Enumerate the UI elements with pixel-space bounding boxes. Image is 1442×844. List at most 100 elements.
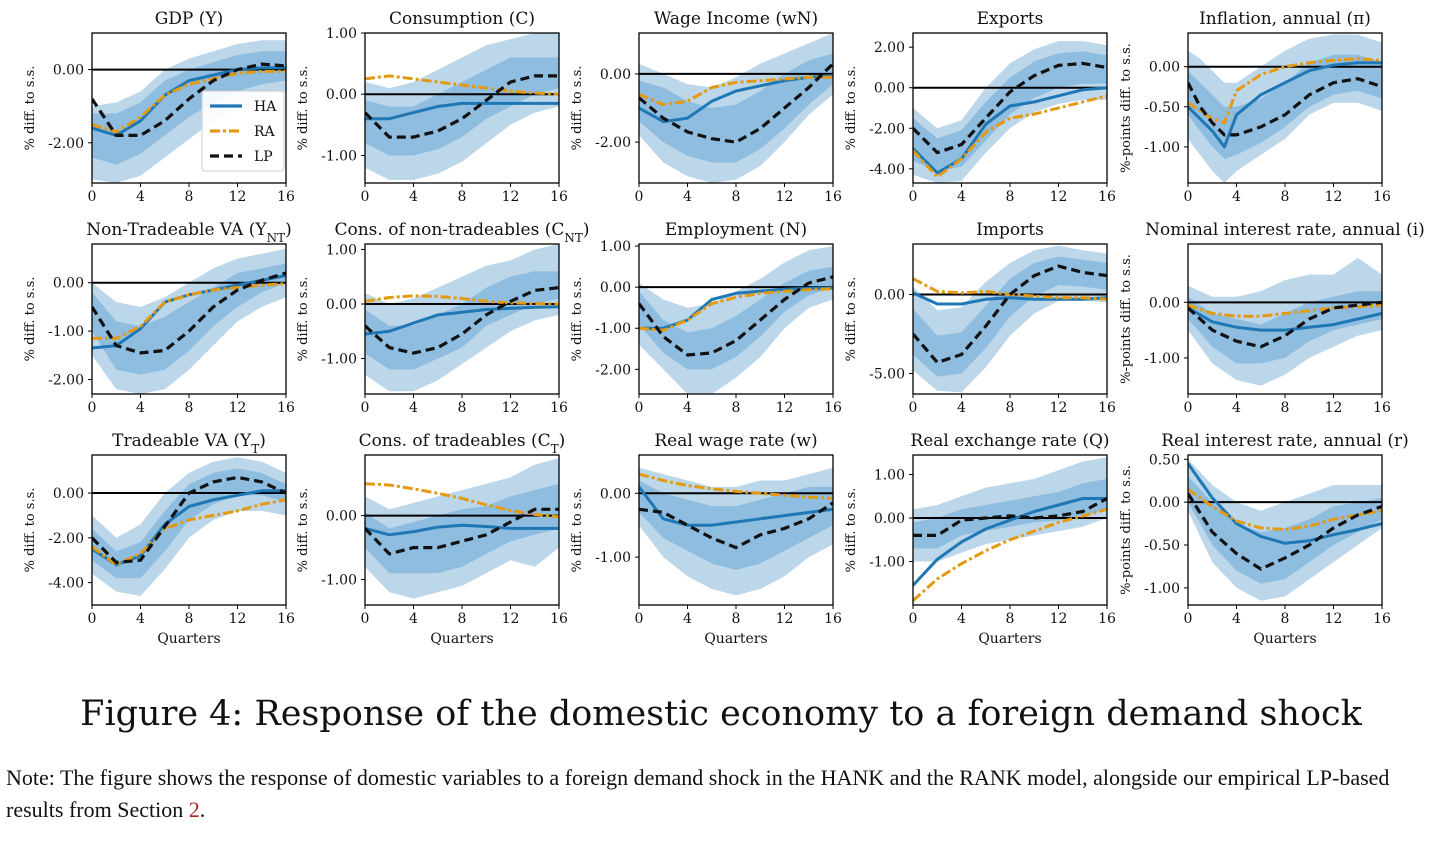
band-inner [92,468,286,579]
ytick-label: -2.00 [595,135,631,151]
xtick-label: 8 [1281,611,1290,627]
series-LP [913,61,1107,155]
series-LP [92,62,286,137]
y-axis-label: %-points diff. to s.s. [1119,254,1134,384]
xtick-label: 0 [635,611,644,627]
xtick-label: 16 [1098,611,1116,627]
note-text: Note: The figure shows the response of d… [6,765,1390,822]
xtick-label: 8 [185,611,194,627]
ytick-label: 0.00 [326,87,357,103]
panel-1: GDP (Y) 0.00 -2.00 0 4 8 12 16 % diff. to s.s. HA… [23,9,295,205]
xtick-label: 16 [824,611,842,627]
series-HA [365,305,559,336]
ytick-label: -1.00 [1144,140,1180,156]
ytick-label: -0.50 [1144,538,1180,554]
ytick-label: 0.00 [1149,60,1180,76]
x-axis-label: Quarters [978,631,1041,647]
series-HA [1188,61,1382,149]
series-HA [913,291,1107,306]
y-axis-label: % diff. to s.s. [844,488,859,573]
xtick-label: 0 [909,611,918,627]
series-RA [365,294,559,306]
panel-3: Wage Income (wN) 0.00 -2.00 0 4 8 12 16 % diff. … [570,9,842,205]
xtick-label: 0 [88,189,97,205]
series-LP [365,507,559,556]
xtick-label: 12 [1325,189,1343,205]
band-inner [365,271,559,370]
xtick-label: 8 [185,400,194,416]
ytick-label: -1.00 [1144,581,1180,597]
panel-title: GDP (Y) [155,9,224,29]
xtick-label: 0 [361,400,370,416]
x-axis-label: Quarters [1253,631,1316,647]
panel-5: Inflation, annual (π) 0.00 -0.50 -1.00 0 4 8 12… [1119,9,1391,205]
ytick-label: -4.00 [869,162,905,178]
ytick-label: 0.00 [600,486,631,502]
series-HA [1188,306,1382,332]
series-LP [639,62,833,144]
panel-10: Nominal interest rate, annual (i) 0.00 -1.… [1119,220,1425,416]
ytick-label: 2.00 [874,40,905,56]
panel-12: Cons. of tradeables (CT) 0.00 -1.00 0 4 8 12 16… [296,431,568,647]
x-axis-label: Quarters [430,631,493,647]
series-RA [92,282,286,340]
xtick-label: 16 [277,400,295,416]
ytick-label: 0.00 [53,276,84,292]
xtick-label: 16 [277,189,295,205]
panel-6: Non-Tradeable VA (YNT) 0.00 -1.00 -2.000 4 8 1… [23,220,295,416]
panel-8: Employment (N) 1.00 0.00 -1.00 -2.00 0 4 8 12 16%… [570,220,842,416]
band-inner [913,256,1107,377]
xtick-label: 12 [229,189,247,205]
y-axis-label: % diff. to s.s. [296,488,311,573]
series-LP [913,264,1107,364]
xtick-label: 0 [909,189,918,205]
panel-title: Real interest rate, annual (r) [1161,431,1409,451]
xtick-label: 4 [409,611,418,627]
panel-title: Employment (N) [665,220,807,240]
band-inner [1188,476,1382,584]
xtick-label: 12 [229,611,247,627]
series-LP [92,475,286,565]
panel-9: Imports 0.00 -5.00 0 4 8 12 16 % diff. to s.s. [844,220,1116,416]
ytick-label: 0.50 [1149,452,1180,468]
y-axis-label: % diff. to s.s. [844,66,859,151]
series-HA [639,485,833,527]
legend-label-HA: HA [254,99,277,115]
xtick-label: 8 [458,189,467,205]
series-RA [1188,488,1382,532]
y-axis-label: % diff. to s.s. [570,277,585,362]
ytick-label: 0.00 [326,297,357,313]
band-inner [1188,54,1382,159]
ytick-label: -1.00 [595,321,631,337]
ytick-label: 0.00 [1149,295,1180,311]
y-axis-label: %-points diff. to s.s. [1119,465,1134,595]
xtick-label: 4 [409,189,418,205]
ytick-label: -2.00 [595,362,631,378]
series-RA [92,69,286,134]
xtick-label: 0 [88,611,97,627]
x-axis-label: Quarters [157,631,220,647]
band-inner [639,480,833,570]
panel-7: Cons. of non-tradeables (CNT)1.00 0.00 -1.… [296,220,590,416]
ytick-label: -1.00 [321,572,357,588]
y-axis-label: % diff. to s.s. [23,66,38,151]
xtick-label: 12 [776,400,794,416]
xtick-label: 0 [1184,400,1193,416]
figure-panels: GDP (Y) 0.00 -2.00 0 4 8 12 16 % diff. to s.s. HA… [23,9,1425,647]
note-end: . [199,797,206,822]
xtick-label: 4 [1232,400,1241,416]
y-axis-label: % diff. to s.s. [23,488,38,573]
series-LP [1188,300,1382,349]
series-RA [1188,57,1382,125]
xtick-label: 8 [732,400,741,416]
xtick-label: 4 [957,611,966,627]
xtick-label: 8 [732,611,741,627]
xtick-label: 12 [1325,611,1343,627]
ytick-label: -2.00 [48,531,84,547]
panel-title: Imports [976,220,1044,240]
band-inner [913,51,1107,171]
panel-4: Exports 2.00 0.00 -2.00 -4.000 4 8 12 16 % diff. … [844,9,1116,205]
xtick-label: 16 [277,611,295,627]
section-link[interactable]: 2 [188,797,200,822]
x-axis-label: Quarters [704,631,767,647]
